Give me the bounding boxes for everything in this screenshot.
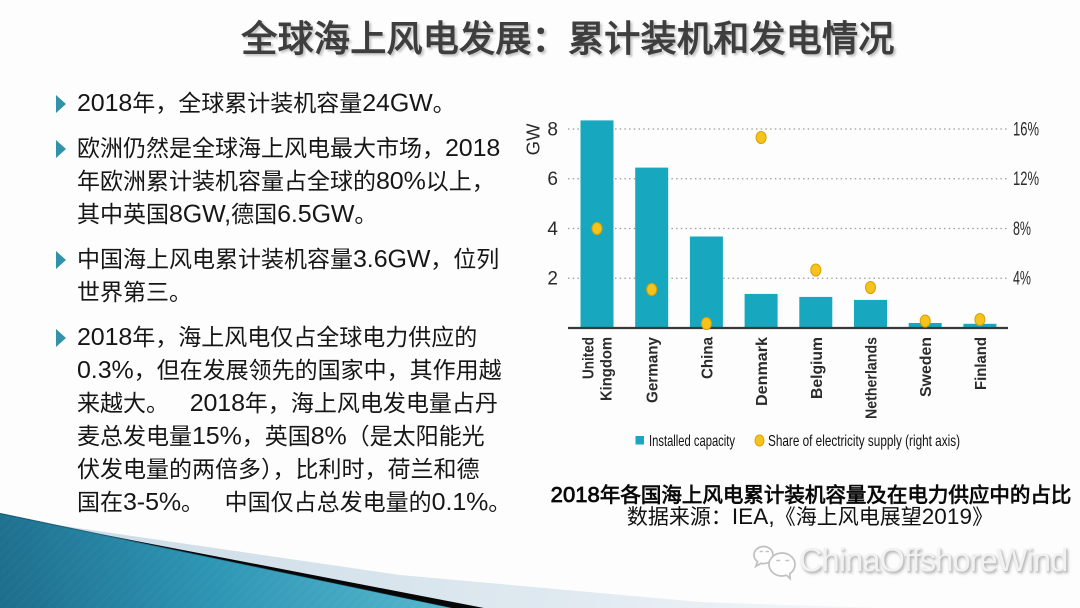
svg-text:6: 6 <box>547 169 558 190</box>
svg-text:Netherlands: Netherlands <box>864 337 881 419</box>
svg-text:Belgium: Belgium <box>809 337 826 399</box>
svg-text:Installed capacity: Installed capacity <box>649 433 735 450</box>
svg-text:Denmark: Denmark <box>754 337 771 406</box>
svg-text:4%: 4% <box>1013 269 1031 290</box>
svg-text:Kingdom: Kingdom <box>599 337 616 401</box>
svg-text:16%: 16% <box>1013 120 1039 141</box>
svg-text:Sweden: Sweden <box>918 337 935 397</box>
svg-text:United: United <box>581 337 598 379</box>
svg-text:8%: 8% <box>1013 219 1031 240</box>
svg-text:Share of electricity supply (r: Share of electricity supply (right axis) <box>768 433 960 450</box>
svg-text:China: China <box>699 337 716 379</box>
svg-text:Germany: Germany <box>645 337 662 403</box>
svg-text:GW: GW <box>523 123 544 155</box>
svg-text:4: 4 <box>547 219 558 240</box>
svg-text:8: 8 <box>547 120 558 141</box>
svg-text:Finland: Finland <box>973 337 990 390</box>
svg-text:12%: 12% <box>1013 169 1039 190</box>
svg-text:2: 2 <box>547 269 558 290</box>
